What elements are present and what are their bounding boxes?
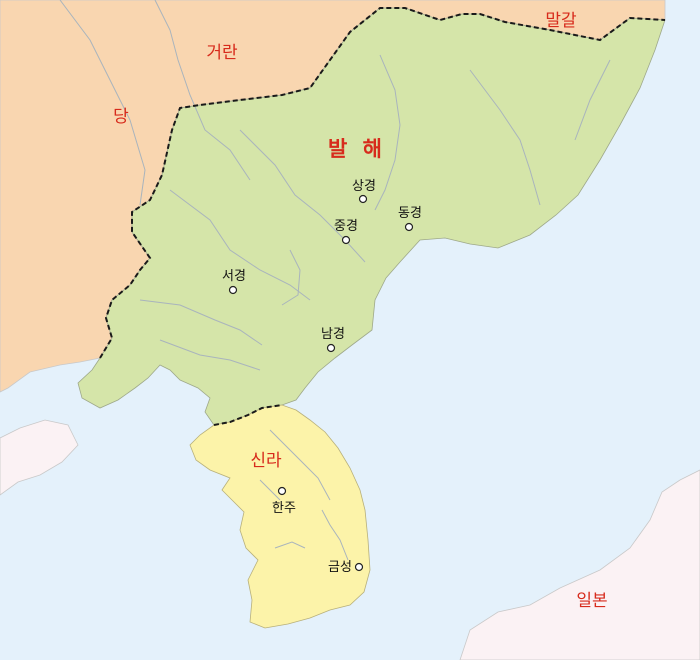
balhae-tang-border <box>99 7 666 359</box>
city-dot-seogyeong <box>228 285 238 295</box>
city-markers <box>228 194 414 572</box>
city-label-namgyeong: 남경 <box>321 327 345 342</box>
city-label-sanggyeong: 상경 <box>352 179 376 194</box>
borders <box>99 7 666 426</box>
city-label-geumseong: 금성 <box>328 560 352 575</box>
city-dot-namgyeong <box>326 343 336 353</box>
city-dot-hanju <box>277 486 287 496</box>
city-dot-sanggyeong <box>358 194 368 204</box>
balhae-silla-border <box>213 404 283 426</box>
shandong-land <box>0 419 79 496</box>
rivers <box>59 0 611 561</box>
region-label-malgal: 말갈 <box>545 11 577 31</box>
city-label-donggyeong: 동경 <box>398 206 422 221</box>
region-label-balhae: 발 해 <box>328 137 386 161</box>
region-label-silla: 신라 <box>250 451 282 471</box>
region-label-ilbon: 일본 <box>576 591 607 611</box>
city-dot-junggyeong <box>341 235 351 245</box>
region-label-dang: 당 <box>113 107 129 127</box>
city-dot-geumseong <box>354 562 364 572</box>
city-label-junggyeong: 중경 <box>334 219 358 234</box>
city-dot-donggyeong <box>404 222 414 232</box>
japan-land <box>459 469 700 660</box>
city-label-seogyeong: 서경 <box>222 269 246 284</box>
silla-land <box>189 404 371 629</box>
region-label-georan: 거란 <box>206 43 238 63</box>
city-label-hanju: 한주 <box>272 501 296 516</box>
